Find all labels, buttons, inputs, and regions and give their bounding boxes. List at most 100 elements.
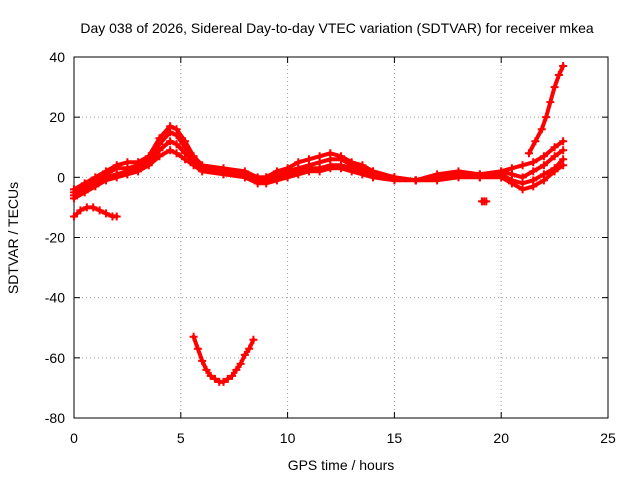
- series-trace: [527, 64, 566, 156]
- series-track-5: [524, 62, 568, 158]
- data-point: [80, 179, 89, 188]
- data-point: [554, 71, 563, 80]
- series-trace: [72, 124, 566, 192]
- data-points: [70, 62, 568, 386]
- x-tick-label: 20: [493, 430, 509, 446]
- y-tick-label: 0: [57, 169, 65, 185]
- data-point: [240, 350, 249, 359]
- data-point: [529, 158, 538, 167]
- data-point: [326, 149, 335, 158]
- data-point: [559, 62, 568, 71]
- data-point: [529, 176, 538, 185]
- x-tick-label: 5: [177, 430, 185, 446]
- chart-title: Day 038 of 2026, Sidereal Day-to-day VTE…: [80, 20, 593, 36]
- data-point: [228, 371, 237, 380]
- data-point: [529, 167, 538, 176]
- data-point: [559, 155, 568, 164]
- data-point: [155, 134, 164, 143]
- data-point: [550, 152, 559, 161]
- data-point: [537, 125, 546, 134]
- data-point: [454, 167, 463, 176]
- data-point: [189, 152, 198, 161]
- ticks: [73, 56, 609, 419]
- series-trace: [72, 139, 566, 198]
- series-track-3: [70, 128, 568, 197]
- data-point: [539, 152, 548, 161]
- data-point: [89, 203, 98, 212]
- series-track-6: [70, 203, 121, 221]
- data-point: [210, 374, 219, 383]
- data-point: [518, 173, 527, 182]
- data-point: [539, 161, 548, 170]
- data-point: [559, 137, 568, 146]
- data-point: [102, 209, 111, 218]
- data-point: [172, 140, 181, 149]
- data-point: [123, 158, 132, 167]
- data-point: [166, 137, 175, 146]
- data-point: [518, 161, 527, 170]
- data-point: [240, 167, 249, 176]
- data-point: [507, 164, 516, 173]
- data-point: [531, 137, 540, 146]
- data-point: [315, 152, 324, 161]
- data-point: [542, 113, 551, 122]
- data-point: [172, 125, 181, 134]
- data-point: [272, 167, 281, 176]
- data-point: [219, 377, 228, 386]
- data-point: [232, 365, 241, 374]
- data-point: [76, 206, 85, 215]
- data-point: [369, 167, 378, 176]
- data-point: [144, 152, 153, 161]
- data-point: [411, 176, 420, 185]
- data-point: [249, 335, 258, 344]
- data-point: [294, 158, 303, 167]
- x-tick-label: 10: [280, 430, 296, 446]
- x-tick-label: 25: [600, 430, 616, 446]
- data-point: [253, 173, 262, 182]
- data-point: [390, 173, 399, 182]
- data-point: [223, 374, 232, 383]
- x-tick-label: 15: [387, 430, 403, 446]
- tick-labels: 0 5 10 15 20 25 -80 -60 -40 -20 0 20 40: [45, 49, 616, 446]
- data-point: [102, 167, 111, 176]
- data-point: [91, 173, 100, 182]
- data-point: [262, 173, 271, 182]
- data-point: [70, 212, 78, 221]
- data-point: [134, 158, 143, 167]
- y-tick-label: -20: [45, 230, 65, 246]
- data-point: [539, 170, 548, 179]
- data-point: [70, 185, 78, 194]
- series-track-8: [477, 197, 491, 206]
- data-point: [206, 371, 215, 380]
- y-tick-label: -60: [45, 350, 65, 366]
- data-point: [95, 206, 104, 215]
- data-point: [550, 164, 559, 173]
- data-point: [112, 212, 121, 221]
- y-tick-label: -40: [45, 290, 65, 306]
- data-point: [433, 170, 442, 179]
- y-tick-label: 20: [49, 109, 65, 125]
- data-point: [497, 167, 506, 176]
- data-point: [181, 137, 190, 146]
- data-point: [198, 356, 207, 365]
- data-point: [166, 122, 175, 131]
- data-point: [347, 158, 356, 167]
- x-tick-label: 0: [70, 430, 78, 446]
- data-point: [358, 161, 367, 170]
- data-point: [337, 152, 345, 161]
- data-point: [202, 365, 211, 374]
- data-point: [482, 197, 491, 206]
- x-axis-label: GPS time / hours: [288, 457, 395, 473]
- data-point: [245, 344, 254, 353]
- data-point: [546, 98, 555, 107]
- grid-lines: [74, 57, 608, 418]
- data-point: [198, 161, 207, 170]
- data-point: [172, 149, 181, 158]
- data-point: [112, 161, 121, 170]
- data-point: [559, 146, 568, 155]
- y-tick-label: 40: [49, 49, 65, 65]
- data-point: [550, 143, 559, 152]
- data-point: [193, 344, 202, 353]
- data-point: [524, 149, 533, 158]
